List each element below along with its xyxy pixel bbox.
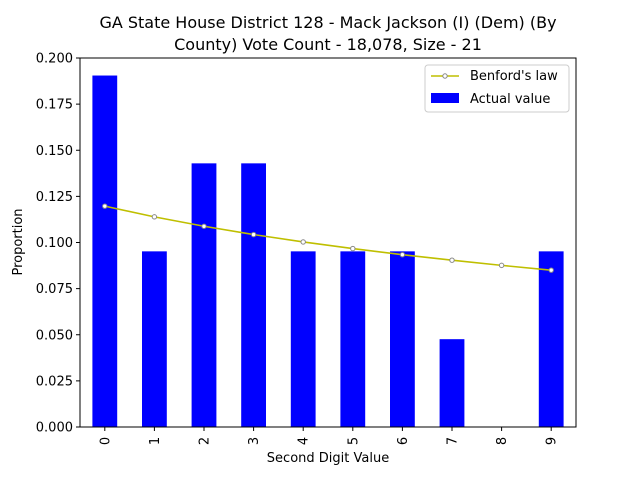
chart-title-line-2: County) Vote Count - 18,078, Size - 21: [174, 35, 482, 54]
chart-title-line-1: GA State House District 128 - Mack Jacks…: [99, 13, 556, 32]
bar-digit-5: [340, 251, 366, 427]
bar-digit-4: [290, 251, 316, 427]
x-tick-label: 1: [148, 437, 163, 445]
x-tick-label: 3: [247, 437, 262, 445]
x-axis-label: Second Digit Value: [267, 451, 389, 466]
x-tick-label: 7: [446, 437, 461, 445]
y-tick-label: 0.125: [36, 190, 73, 205]
y-tick-label: 0.150: [36, 144, 73, 159]
y-tick-label: 0.000: [36, 421, 73, 436]
x-tick-label: 4: [297, 437, 312, 445]
legend: Benford's law Actual value: [424, 64, 570, 113]
x-tick-label: 2: [198, 437, 213, 445]
x-tick-label: 0: [98, 437, 113, 445]
bar-digit-3: [241, 163, 266, 428]
legend-marker-icon: [442, 73, 448, 79]
benford-point-3: [250, 231, 257, 238]
legend-bar-swatch: [431, 93, 459, 103]
x-tick-label: 6: [396, 437, 411, 445]
line-series: [102, 203, 554, 273]
legend-label-actual: Actual value: [470, 92, 550, 107]
y-tick-label: 0.175: [36, 98, 73, 113]
bar-digit-0: [92, 75, 118, 427]
y-tick-label: 0.075: [36, 282, 73, 297]
y-tick-label: 0.050: [36, 328, 73, 343]
x-tick-label: 9: [545, 437, 560, 445]
benford-point-7: [449, 257, 455, 263]
benford-point-2: [201, 223, 207, 229]
bar-digit-7: [439, 339, 465, 427]
y-axis-ticks: 0.000 0.025 0.050 0.075 0.100 0.125 0.150 0.175…: [36, 52, 80, 436]
benford-point-4: [300, 239, 306, 245]
x-tick-label: 5: [346, 437, 361, 445]
legend-label-benford: Benford's law: [470, 69, 558, 84]
benford-point-5: [350, 245, 356, 252]
bar-digit-9: [538, 251, 564, 427]
x-axis-ticks: 0 1 2 3 4 5 6 7 8 9: [98, 427, 560, 445]
y-tick-label: 0.025: [36, 374, 73, 389]
bar-digit-2: [191, 163, 217, 428]
y-axis-label: Proportion: [11, 208, 26, 275]
benford-point-9: [548, 267, 554, 273]
benford-point-6: [399, 251, 406, 258]
y-tick-label: 0.100: [36, 236, 73, 251]
bar-digit-1: [142, 251, 167, 427]
benford-point-1: [151, 214, 158, 220]
x-tick-label: 8: [495, 437, 510, 445]
benford-point-8: [498, 262, 505, 269]
benford-line: [104, 205, 552, 271]
bar-digit-6: [390, 251, 415, 427]
y-tick-label: 0.200: [36, 52, 73, 67]
benford-point-0: [102, 203, 108, 209]
chart-title: GA State House District 128 - Mack Jacks…: [99, 13, 556, 54]
legend-box: [424, 64, 570, 113]
bar-series: [92, 75, 564, 428]
